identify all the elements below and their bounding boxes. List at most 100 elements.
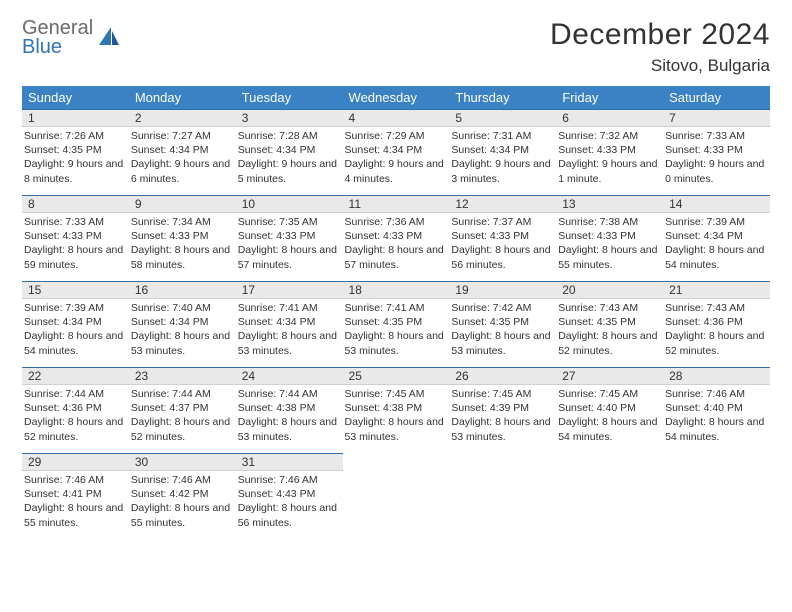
calendar-day-cell: 11Sunrise: 7:36 AMSunset: 4:33 PMDayligh… xyxy=(343,195,450,281)
sunset-text: Sunset: 4:41 PM xyxy=(24,487,127,501)
daylight-text: Daylight: 8 hours and 52 minutes. xyxy=(665,329,768,357)
day-details: Sunrise: 7:46 AMSunset: 4:40 PMDaylight:… xyxy=(663,385,770,444)
calendar-day-cell: 13Sunrise: 7:38 AMSunset: 4:33 PMDayligh… xyxy=(556,195,663,281)
day-details: Sunrise: 7:39 AMSunset: 4:34 PMDaylight:… xyxy=(22,299,129,358)
sunrise-text: Sunrise: 7:29 AM xyxy=(345,129,448,143)
sunrise-text: Sunrise: 7:26 AM xyxy=(24,129,127,143)
day-details: Sunrise: 7:37 AMSunset: 4:33 PMDaylight:… xyxy=(449,213,556,272)
day-details: Sunrise: 7:46 AMSunset: 4:43 PMDaylight:… xyxy=(236,471,343,530)
sunset-text: Sunset: 4:36 PM xyxy=(665,315,768,329)
sail-icon xyxy=(97,25,121,52)
calendar-day-cell: 26Sunrise: 7:45 AMSunset: 4:39 PMDayligh… xyxy=(449,367,556,453)
calendar-day-cell: 16Sunrise: 7:40 AMSunset: 4:34 PMDayligh… xyxy=(129,281,236,367)
calendar-day-cell xyxy=(343,453,450,539)
day-details: Sunrise: 7:31 AMSunset: 4:34 PMDaylight:… xyxy=(449,127,556,186)
calendar-day-cell: 4Sunrise: 7:29 AMSunset: 4:34 PMDaylight… xyxy=(343,109,450,195)
daylight-text: Daylight: 8 hours and 55 minutes. xyxy=(131,501,234,529)
calendar-week-row: 1Sunrise: 7:26 AMSunset: 4:35 PMDaylight… xyxy=(22,109,770,195)
day-number: 3 xyxy=(236,109,343,127)
weekday-header: Friday xyxy=(556,86,663,109)
sunset-text: Sunset: 4:33 PM xyxy=(558,143,661,157)
sunrise-text: Sunrise: 7:43 AM xyxy=(665,301,768,315)
day-details: Sunrise: 7:35 AMSunset: 4:33 PMDaylight:… xyxy=(236,213,343,272)
sunrise-text: Sunrise: 7:42 AM xyxy=(451,301,554,315)
calendar-day-cell: 2Sunrise: 7:27 AMSunset: 4:34 PMDaylight… xyxy=(129,109,236,195)
sunrise-text: Sunrise: 7:34 AM xyxy=(131,215,234,229)
calendar-day-cell: 5Sunrise: 7:31 AMSunset: 4:34 PMDaylight… xyxy=(449,109,556,195)
sunset-text: Sunset: 4:33 PM xyxy=(238,229,341,243)
calendar-page: General Blue December 2024 Sitovo, Bulga… xyxy=(0,0,792,549)
sunrise-text: Sunrise: 7:45 AM xyxy=(558,387,661,401)
calendar-day-cell: 7Sunrise: 7:33 AMSunset: 4:33 PMDaylight… xyxy=(663,109,770,195)
sunset-text: Sunset: 4:38 PM xyxy=(238,401,341,415)
sunset-text: Sunset: 4:34 PM xyxy=(238,315,341,329)
calendar-day-cell: 20Sunrise: 7:43 AMSunset: 4:35 PMDayligh… xyxy=(556,281,663,367)
sunrise-text: Sunrise: 7:46 AM xyxy=(238,473,341,487)
calendar-day-cell: 31Sunrise: 7:46 AMSunset: 4:43 PMDayligh… xyxy=(236,453,343,539)
day-number: 18 xyxy=(343,281,450,299)
sunset-text: Sunset: 4:37 PM xyxy=(131,401,234,415)
day-details: Sunrise: 7:32 AMSunset: 4:33 PMDaylight:… xyxy=(556,127,663,186)
daylight-text: Daylight: 8 hours and 54 minutes. xyxy=(558,415,661,443)
sunrise-text: Sunrise: 7:43 AM xyxy=(558,301,661,315)
calendar-day-cell: 29Sunrise: 7:46 AMSunset: 4:41 PMDayligh… xyxy=(22,453,129,539)
sunrise-text: Sunrise: 7:27 AM xyxy=(131,129,234,143)
sunset-text: Sunset: 4:34 PM xyxy=(131,143,234,157)
day-details: Sunrise: 7:27 AMSunset: 4:34 PMDaylight:… xyxy=(129,127,236,186)
sunrise-text: Sunrise: 7:40 AM xyxy=(131,301,234,315)
day-details: Sunrise: 7:41 AMSunset: 4:35 PMDaylight:… xyxy=(343,299,450,358)
daylight-text: Daylight: 9 hours and 6 minutes. xyxy=(131,157,234,185)
sunrise-text: Sunrise: 7:32 AM xyxy=(558,129,661,143)
weekday-header-row: Sunday Monday Tuesday Wednesday Thursday… xyxy=(22,86,770,109)
daylight-text: Daylight: 8 hours and 52 minutes. xyxy=(24,415,127,443)
title-block: December 2024 Sitovo, Bulgaria xyxy=(550,18,770,76)
calendar-day-cell: 15Sunrise: 7:39 AMSunset: 4:34 PMDayligh… xyxy=(22,281,129,367)
day-details: Sunrise: 7:26 AMSunset: 4:35 PMDaylight:… xyxy=(22,127,129,186)
day-details: Sunrise: 7:29 AMSunset: 4:34 PMDaylight:… xyxy=(343,127,450,186)
day-number: 22 xyxy=(22,367,129,385)
day-number: 6 xyxy=(556,109,663,127)
calendar-day-cell: 3Sunrise: 7:28 AMSunset: 4:34 PMDaylight… xyxy=(236,109,343,195)
calendar-day-cell: 18Sunrise: 7:41 AMSunset: 4:35 PMDayligh… xyxy=(343,281,450,367)
calendar-day-cell: 10Sunrise: 7:35 AMSunset: 4:33 PMDayligh… xyxy=(236,195,343,281)
day-details: Sunrise: 7:45 AMSunset: 4:39 PMDaylight:… xyxy=(449,385,556,444)
day-number: 23 xyxy=(129,367,236,385)
day-number: 27 xyxy=(556,367,663,385)
sunset-text: Sunset: 4:35 PM xyxy=(558,315,661,329)
calendar-day-cell: 9Sunrise: 7:34 AMSunset: 4:33 PMDaylight… xyxy=(129,195,236,281)
brand-logo: General Blue xyxy=(22,18,121,57)
day-details: Sunrise: 7:46 AMSunset: 4:41 PMDaylight:… xyxy=(22,471,129,530)
daylight-text: Daylight: 9 hours and 8 minutes. xyxy=(24,157,127,185)
day-number: 11 xyxy=(343,195,450,213)
calendar-day-cell xyxy=(449,453,556,539)
sunrise-text: Sunrise: 7:46 AM xyxy=(131,473,234,487)
location-label: Sitovo, Bulgaria xyxy=(550,56,770,76)
sunset-text: Sunset: 4:33 PM xyxy=(345,229,448,243)
day-details: Sunrise: 7:45 AMSunset: 4:40 PMDaylight:… xyxy=(556,385,663,444)
weekday-header: Thursday xyxy=(449,86,556,109)
daylight-text: Daylight: 9 hours and 5 minutes. xyxy=(238,157,341,185)
sunset-text: Sunset: 4:34 PM xyxy=(131,315,234,329)
daylight-text: Daylight: 9 hours and 0 minutes. xyxy=(665,157,768,185)
calendar-day-cell: 23Sunrise: 7:44 AMSunset: 4:37 PMDayligh… xyxy=(129,367,236,453)
day-details: Sunrise: 7:33 AMSunset: 4:33 PMDaylight:… xyxy=(663,127,770,186)
day-number: 21 xyxy=(663,281,770,299)
day-details: Sunrise: 7:45 AMSunset: 4:38 PMDaylight:… xyxy=(343,385,450,444)
day-number: 25 xyxy=(343,367,450,385)
weekday-header: Tuesday xyxy=(236,86,343,109)
daylight-text: Daylight: 8 hours and 57 minutes. xyxy=(238,243,341,271)
day-details: Sunrise: 7:42 AMSunset: 4:35 PMDaylight:… xyxy=(449,299,556,358)
calendar-day-cell: 28Sunrise: 7:46 AMSunset: 4:40 PMDayligh… xyxy=(663,367,770,453)
sunrise-text: Sunrise: 7:44 AM xyxy=(24,387,127,401)
day-number: 14 xyxy=(663,195,770,213)
calendar-day-cell: 12Sunrise: 7:37 AMSunset: 4:33 PMDayligh… xyxy=(449,195,556,281)
sunset-text: Sunset: 4:33 PM xyxy=(665,143,768,157)
sunset-text: Sunset: 4:35 PM xyxy=(451,315,554,329)
daylight-text: Daylight: 8 hours and 58 minutes. xyxy=(131,243,234,271)
sunrise-text: Sunrise: 7:46 AM xyxy=(665,387,768,401)
daylight-text: Daylight: 8 hours and 52 minutes. xyxy=(131,415,234,443)
calendar-day-cell: 1Sunrise: 7:26 AMSunset: 4:35 PMDaylight… xyxy=(22,109,129,195)
sunset-text: Sunset: 4:36 PM xyxy=(24,401,127,415)
day-details: Sunrise: 7:43 AMSunset: 4:35 PMDaylight:… xyxy=(556,299,663,358)
sunrise-text: Sunrise: 7:33 AM xyxy=(24,215,127,229)
